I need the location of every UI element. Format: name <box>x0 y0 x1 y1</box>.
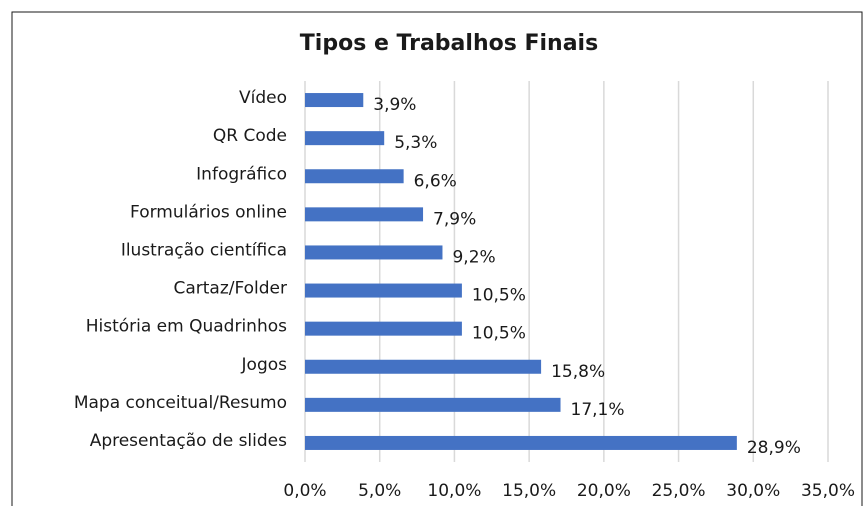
bar <box>305 397 561 412</box>
value-label: 28,9% <box>747 438 801 458</box>
y-tick-label: Mapa conceitual/Resumo <box>74 393 287 413</box>
chart-title: Tipos e Trabalhos Finais <box>300 31 598 56</box>
value-label: 10,5% <box>472 324 526 344</box>
y-tick-label: Cartaz/Folder <box>173 279 287 299</box>
y-tick-label: Ilustração científica <box>121 240 287 260</box>
value-label: 17,1% <box>571 400 625 420</box>
chart-border <box>11 11 863 506</box>
value-label: 9,2% <box>452 247 495 267</box>
value-label: 3,9% <box>373 95 416 115</box>
value-label: 7,9% <box>433 209 476 229</box>
bar <box>305 169 404 184</box>
bar <box>305 131 385 146</box>
bar <box>305 207 424 222</box>
bar <box>305 321 462 336</box>
x-tick-label: 5,0% <box>358 481 401 501</box>
y-tick-label: Infográfico <box>196 164 287 184</box>
x-tick-label: 25,0% <box>652 481 706 501</box>
y-tick-label: Vídeo <box>239 88 287 108</box>
x-tick-label: 10,0% <box>427 481 481 501</box>
y-tick-label: Apresentação de slides <box>90 431 287 451</box>
x-tick-label: 20,0% <box>577 481 631 501</box>
y-tick-label: Jogos <box>241 355 288 375</box>
value-label: 10,5% <box>472 286 526 306</box>
value-label: 5,3% <box>394 133 437 153</box>
value-label: 15,8% <box>551 362 605 382</box>
bar <box>305 245 443 260</box>
bar <box>305 283 462 298</box>
value-label: 6,6% <box>414 171 457 191</box>
x-tick-label: 30,0% <box>726 481 780 501</box>
bar <box>305 359 542 374</box>
y-tick-label: QR Code <box>213 126 287 146</box>
x-tick-label: 35,0% <box>801 481 855 501</box>
bar <box>305 435 737 450</box>
x-tick-label: 0,0% <box>283 481 326 501</box>
y-tick-label: História em Quadrinhos <box>86 317 287 337</box>
bar <box>305 93 364 108</box>
x-tick-label: 15,0% <box>502 481 556 501</box>
y-tick-label: Formulários online <box>130 202 287 222</box>
